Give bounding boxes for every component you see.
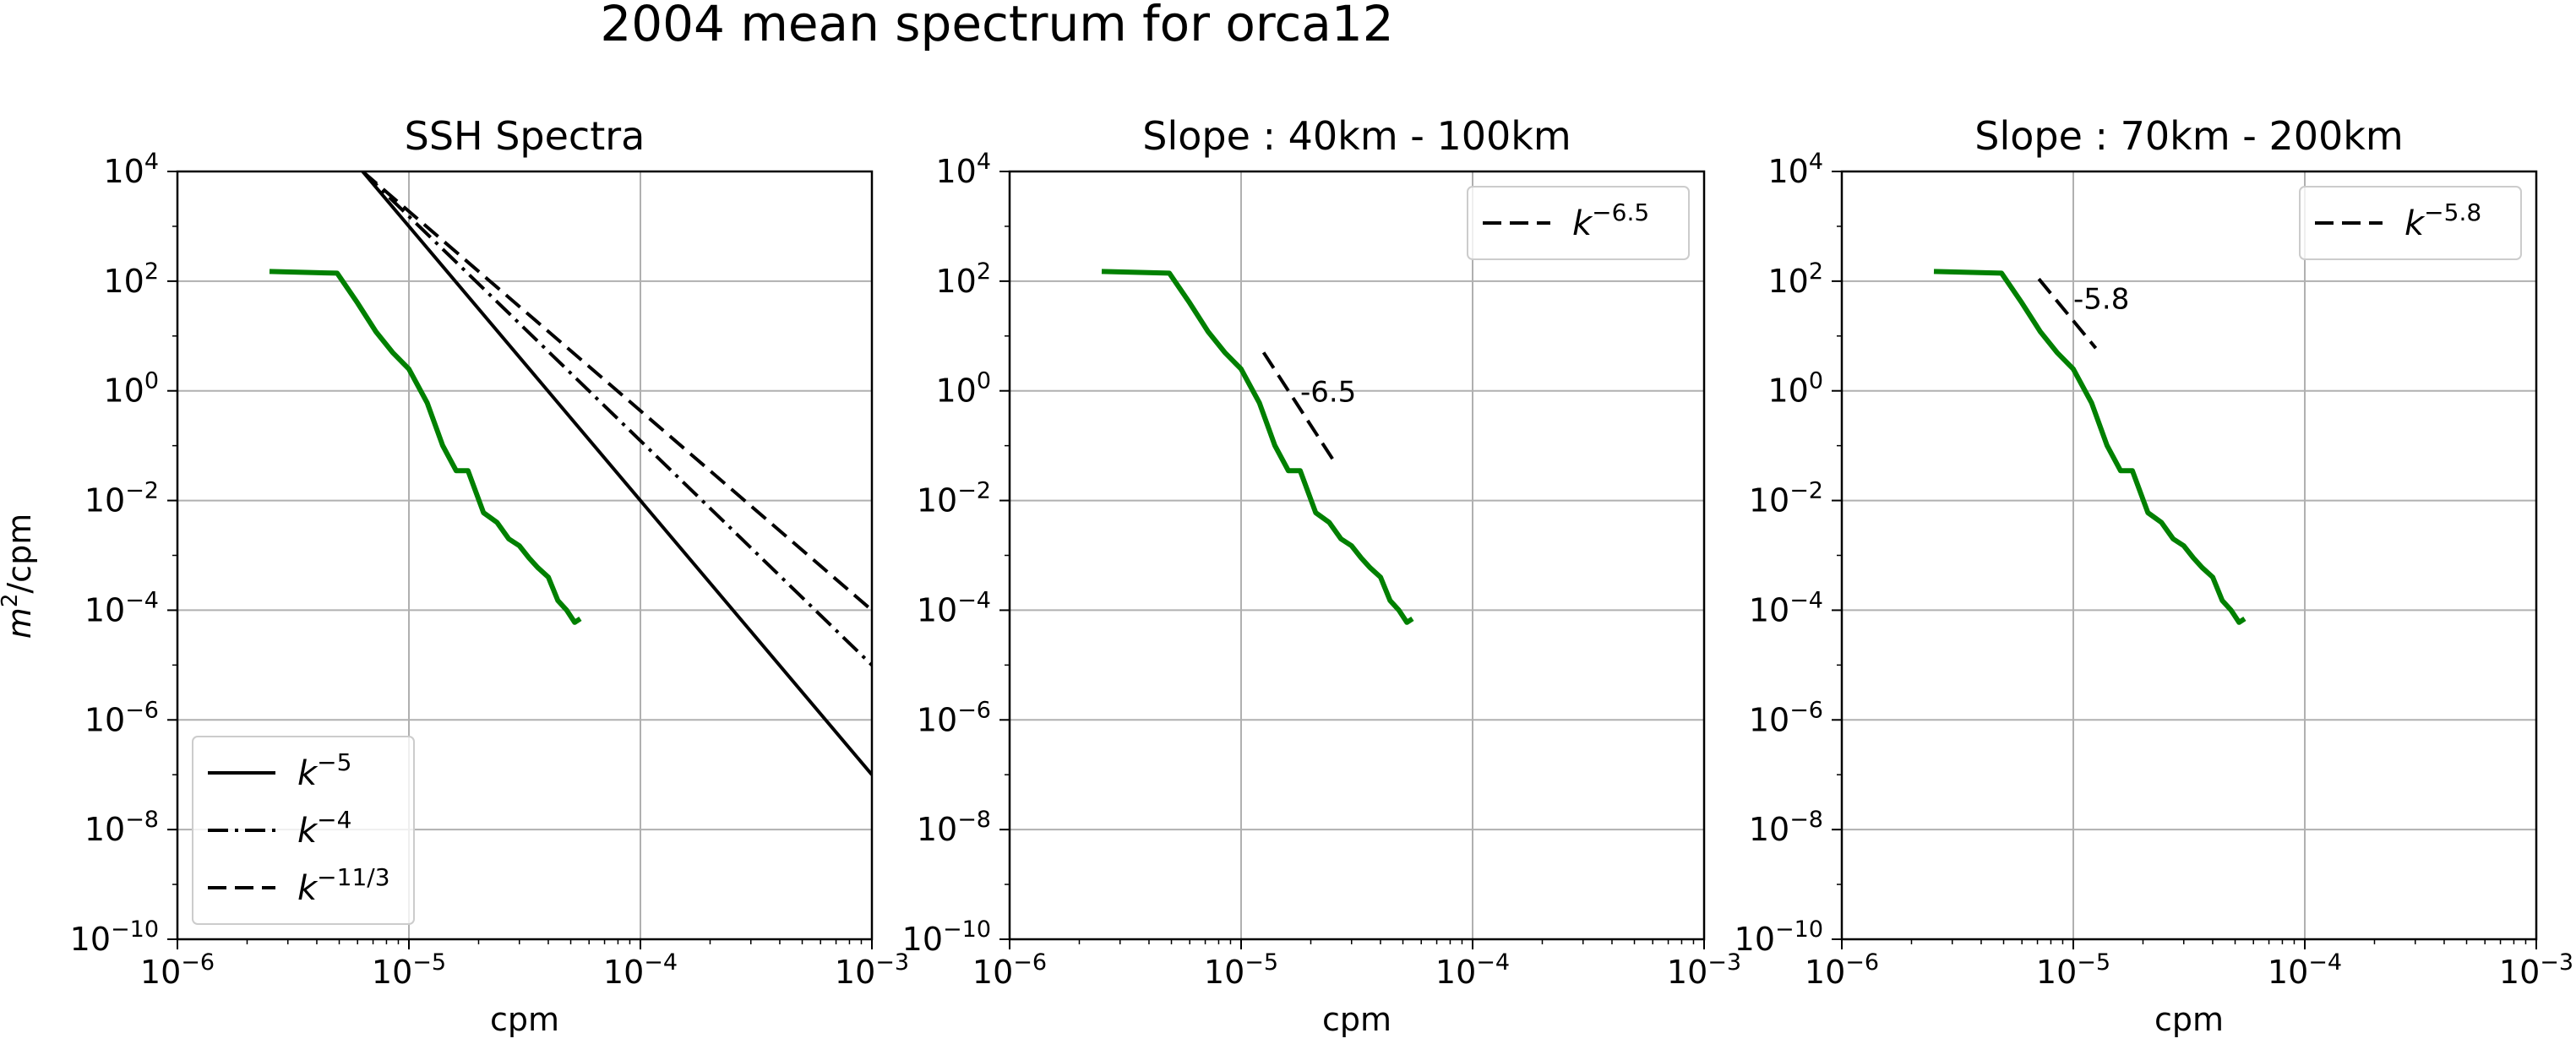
y-tick-label: 10−10 (902, 916, 991, 958)
y-tick-label: 10−10 (1735, 916, 1823, 958)
y-tick-label: 104 (1767, 149, 1823, 190)
legend: k−6.5 (1467, 186, 1690, 260)
spectrum-line (269, 269, 582, 625)
reference-slope-line (1261, 351, 1335, 461)
panel-title: Slope : 40km - 100km (1142, 113, 1571, 159)
reference-slope-line (361, 171, 872, 776)
x-tick-label: 10−4 (603, 949, 678, 991)
y-tick-label: 10−8 (917, 807, 991, 848)
y-tick-label: 10−2 (917, 478, 991, 519)
y-tick-label: 100 (103, 368, 159, 410)
x-axis-label: cpm (490, 1001, 559, 1038)
x-axis-label: cpm (1322, 1001, 1391, 1038)
panels: 10−6 10−5 10−4 10−310−1010−810−610−410−2100… (70, 113, 2573, 1038)
legend-label: k−5.8 (2404, 198, 2481, 243)
legend-label: k−11/3 (297, 863, 390, 908)
panel-1: 10−6 10−5 10−4 10−3 10−10 10−8 10−6 10−4 10−2 100… (70, 113, 909, 1038)
panel-2: -6.5 10−6 10−5 10−4 10−3 10−10 10−8 10−6 10−4 10−… (902, 113, 1741, 1038)
legend-label: k−5 (297, 748, 351, 793)
legend-box (1467, 186, 1690, 260)
series-group (1933, 269, 2247, 625)
y-tick-label: 104 (935, 149, 991, 190)
reference-slope-line (2037, 277, 2098, 350)
slope-annotation: -6.5 (1300, 376, 1356, 410)
spectrum-line (1933, 269, 2247, 625)
legend-label: k−6.5 (1572, 198, 1649, 243)
x-tick-label: 10−3 (1667, 949, 1741, 991)
x-tick-label: 10−5 (1204, 949, 1278, 991)
y-axis-label: m2/cpm (0, 514, 38, 639)
y-tick-label: 10−10 (70, 916, 159, 958)
legend-box (2299, 186, 2522, 260)
spectrum-line (1101, 269, 1414, 625)
y-tick-label: 102 (935, 258, 991, 300)
legend-box (192, 736, 415, 925)
x-tick-label: 10−6 (1805, 949, 1879, 991)
panel-3: -5.8 10−6 10−5 10−4 10−3 10−10 10−8 10−6 10−4 10−… (1735, 113, 2573, 1038)
y-tick-label: 102 (103, 258, 159, 300)
y-tick-label: 10−8 (84, 807, 159, 848)
x-tick-label: 10−4 (1435, 949, 1510, 991)
y-tick-label: 10−6 (84, 697, 159, 738)
reference-slope-line (361, 171, 872, 666)
y-tick-label: 100 (1767, 368, 1823, 410)
legend: k−5.8 (2299, 186, 2522, 260)
figure-title: 2004 mean spectrum for orca12 (600, 0, 1393, 52)
y-tick-label: 10−4 (917, 587, 991, 628)
legend: k−5 k−4 k−11/3 (192, 736, 415, 925)
x-tick-label: 10−3 (835, 949, 909, 991)
x-tick-label: 10−3 (2499, 949, 2573, 991)
y-axis-label-suffix: /cpm (1, 514, 38, 594)
y-tick-label: 100 (935, 368, 991, 410)
y-axis-label-sup: 2 (0, 594, 23, 608)
x-tick-label: 10−5 (2036, 949, 2110, 991)
y-tick-label: 10−6 (917, 697, 991, 738)
x-tick-label: 10−6 (972, 949, 1047, 991)
y-tick-label: 10−2 (1749, 478, 1823, 519)
y-axis-label-base: m (1, 607, 38, 639)
y-tick-label: 10−8 (1749, 807, 1823, 848)
series-group (1101, 269, 1414, 625)
x-tick-label: 10−5 (372, 949, 446, 991)
x-tick-label: 10−6 (140, 949, 215, 991)
panel-title: SSH Spectra (405, 113, 645, 159)
y-tick-label: 10−4 (1749, 587, 1823, 628)
y-tick-label: 10−6 (1749, 697, 1823, 738)
panel-title: Slope : 70km - 200km (1974, 113, 2403, 159)
series-group (269, 171, 872, 776)
x-tick-label: 10−4 (2268, 949, 2342, 991)
reference-slope-line (361, 171, 872, 612)
slope-annotation: -5.8 (2073, 282, 2129, 316)
y-tick-label: 10−2 (84, 478, 159, 519)
x-axis-label: cpm (2154, 1001, 2224, 1038)
grid (177, 171, 873, 940)
y-tick-label: 102 (1767, 258, 1823, 300)
y-tick-label: 10−4 (84, 587, 159, 628)
legend-label: k−4 (297, 806, 351, 851)
y-tick-label: 104 (103, 149, 159, 190)
